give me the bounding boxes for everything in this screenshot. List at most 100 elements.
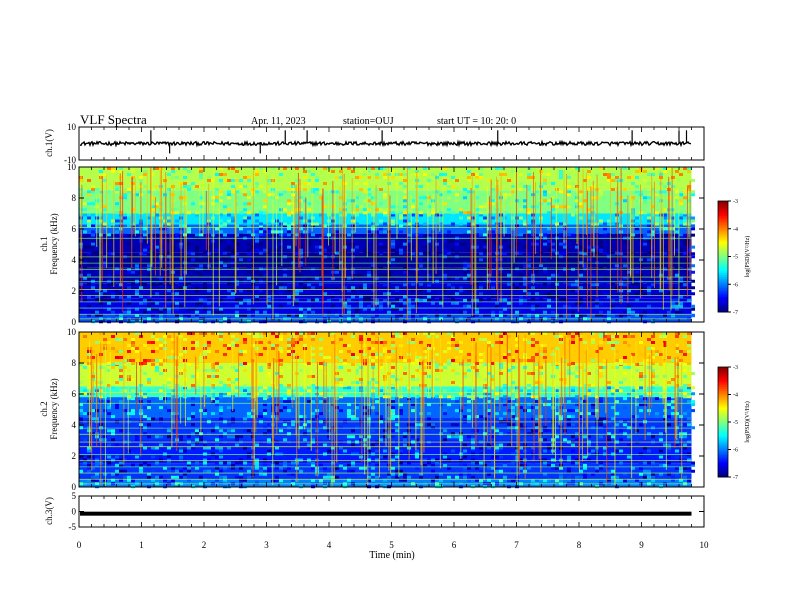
psd-cell: [439, 298, 443, 302]
psd-cell: [423, 283, 427, 287]
psd-cell: [471, 338, 475, 341]
psd-cell: [623, 245, 627, 249]
psd-cell: [591, 289, 595, 293]
psd-cell: [255, 335, 259, 338]
psd-cell: [87, 219, 91, 223]
psd-cell: [131, 301, 135, 305]
psd-cell: [439, 222, 443, 226]
psd-cell: [575, 245, 579, 249]
psd-cell: [91, 279, 95, 283]
psd-cell: [239, 182, 243, 185]
psd-cell: [239, 273, 243, 277]
psd-cell: [591, 338, 595, 341]
psd-cell: [615, 400, 619, 404]
psd-cell: [519, 295, 523, 299]
psd-cell: [87, 202, 91, 206]
psd-cell: [263, 248, 267, 252]
psd-cell: [575, 409, 579, 413]
psd-cell: [275, 475, 279, 479]
psd-cell: [267, 179, 271, 182]
psd-cell: [267, 341, 271, 344]
psd-cell: [351, 286, 355, 290]
psd-cell: [351, 224, 355, 228]
psd-cell: [643, 469, 647, 473]
psd-cell: [107, 400, 111, 404]
psd-cell: [607, 392, 611, 396]
psd-cell: [343, 301, 347, 305]
psd-cell: [611, 222, 615, 226]
psd-cell: [467, 176, 471, 179]
psd-cell: [263, 472, 267, 476]
psd-cell: [531, 417, 535, 421]
psd-cell: [83, 276, 87, 280]
psd-cell: [359, 295, 363, 299]
psd-cell: [227, 208, 231, 212]
psd-cell: [323, 443, 327, 447]
psd-cell: [679, 369, 683, 372]
psd-cell: [343, 392, 347, 396]
psd-cell: [187, 466, 191, 470]
psd-cell: [395, 384, 399, 387]
psd-cell: [239, 472, 243, 476]
psd-cell: [519, 313, 523, 317]
psd-cell: [295, 233, 299, 237]
y-tick-label: 6: [72, 224, 77, 234]
psd-cell: [283, 224, 287, 228]
psd-cell: [463, 415, 467, 419]
psd-cell: [135, 279, 139, 283]
psd-cell: [119, 190, 123, 194]
psd-cell: [287, 264, 291, 268]
psd-cell: [611, 267, 615, 271]
psd-cell: [543, 449, 547, 453]
psd-cell: [247, 375, 251, 378]
psd-cell: [391, 449, 395, 453]
psd-cell: [571, 435, 575, 439]
psd-cell: [579, 205, 583, 209]
psd-cell: [107, 384, 111, 387]
psd-cell: [159, 307, 163, 311]
psd-cell: [115, 463, 119, 467]
psd-cell: [447, 239, 451, 243]
psd-cell: [143, 301, 147, 305]
psd-cell: [483, 213, 487, 217]
psd-cell: [579, 412, 583, 416]
psd-cell: [427, 461, 431, 465]
psd-cell: [487, 446, 491, 450]
psd-cell: [579, 273, 583, 277]
psd-cell: [391, 219, 395, 223]
psd-cell: [259, 224, 263, 228]
psd-cell: [155, 301, 159, 305]
psd-cell: [559, 314, 563, 318]
psd-cell: [127, 412, 131, 416]
psd-cell: [151, 173, 155, 176]
psd-cell: [403, 179, 407, 182]
psd-cell: [587, 219, 591, 223]
psd-cell: [551, 216, 555, 220]
psd-cell: [511, 461, 515, 465]
psd-cell: [311, 335, 315, 338]
psd-cell: [383, 196, 387, 200]
psd-cell: [235, 378, 239, 381]
psd-cell: [155, 314, 159, 318]
psd-cell: [271, 332, 275, 335]
psd-cell: [287, 472, 291, 476]
psd-cell: [335, 466, 339, 470]
psd-cell: [475, 279, 479, 283]
psd-cell: [603, 363, 607, 366]
psd-cell: [351, 463, 355, 467]
psd-cell: [683, 193, 687, 197]
psd-cell: [491, 182, 495, 185]
psd-cell: [375, 314, 379, 318]
psd-cell: [91, 432, 95, 436]
psd-cell: [235, 298, 239, 302]
psd-cell: [323, 167, 327, 170]
psd-cell: [243, 392, 247, 396]
psd-cell: [395, 446, 399, 450]
psd-cell: [603, 282, 607, 286]
psd-cell: [367, 248, 371, 252]
psd-cell: [427, 438, 431, 442]
psd-cell: [543, 282, 547, 286]
psd-cell: [195, 283, 199, 287]
psd-cell: [187, 463, 191, 467]
